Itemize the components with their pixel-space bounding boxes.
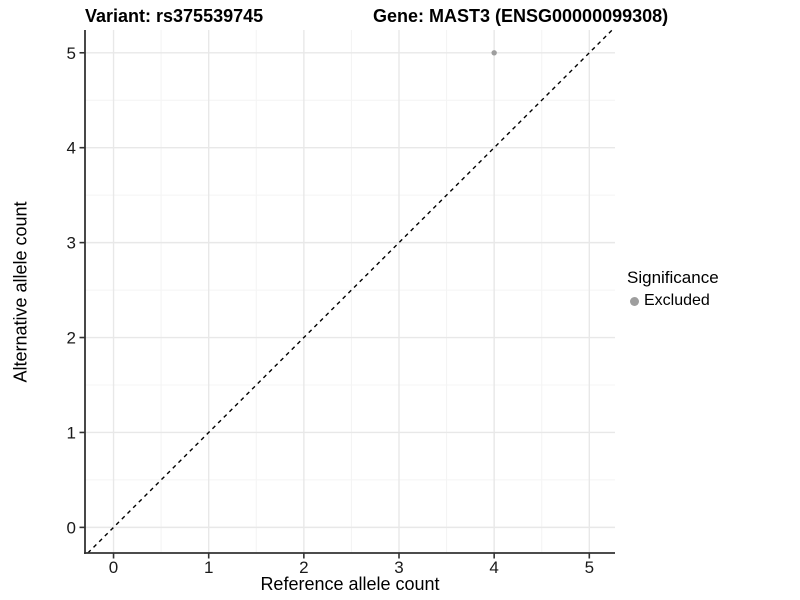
legend-entry-label: Excluded — [644, 292, 710, 309]
y-tick-label: 5 — [67, 44, 76, 63]
x-tick-label: 1 — [204, 558, 213, 577]
x-tick-label: 2 — [299, 558, 308, 577]
y-axis-title: Alternative allele count — [10, 201, 31, 383]
x-tick-label: 0 — [109, 558, 118, 577]
x-axis-title: Reference allele count — [260, 574, 440, 594]
x-tick-label: 4 — [489, 558, 498, 577]
x-tick-label: 5 — [585, 558, 594, 577]
plot-title-gene: Gene: MAST3 (ENSG00000099308) — [373, 6, 669, 26]
legend-entry-excluded: Excluded — [627, 292, 719, 310]
legend-title: Significance — [627, 268, 719, 287]
excluded-point-icon — [630, 296, 639, 306]
y-tick-label: 1 — [67, 423, 76, 442]
y-tick-label: 4 — [67, 139, 76, 158]
data-point — [491, 50, 497, 56]
y-tick-label: 0 — [67, 518, 76, 537]
y-tick-label: 3 — [67, 234, 76, 253]
x-tick-label: 3 — [394, 558, 403, 577]
y-tick-label: 2 — [67, 329, 76, 348]
plot-title-variant: Variant: rs375539745 — [85, 6, 264, 26]
legend: Significance Excluded — [627, 268, 719, 310]
identity-line — [87, 29, 613, 554]
